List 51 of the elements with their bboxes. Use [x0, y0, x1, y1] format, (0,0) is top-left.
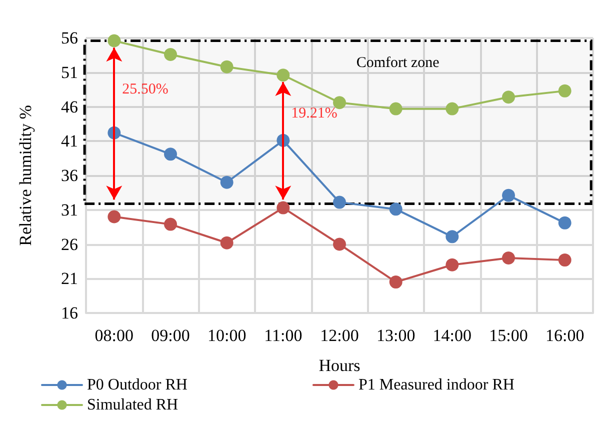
point: [446, 230, 459, 244]
point: [389, 202, 402, 216]
point: [502, 90, 515, 104]
point: [333, 96, 346, 110]
x-tick-label: 08:00: [94, 326, 134, 345]
y-axis-title: Relative humidity %: [16, 105, 35, 246]
point: [333, 238, 346, 251]
y-tick-label: 51: [61, 62, 78, 82]
x-tick-label: 14:00: [432, 326, 472, 345]
point: [164, 48, 177, 61]
y-tick-label: 21: [61, 269, 78, 288]
point: [164, 148, 177, 161]
point: [108, 210, 121, 224]
legend-label: Simulated RH: [87, 396, 179, 414]
x-tick-label: 11:00: [264, 326, 302, 345]
x-tick-label: 09:00: [151, 326, 190, 345]
point: [558, 84, 572, 98]
point: [333, 196, 346, 209]
point: [220, 176, 234, 189]
point: [276, 201, 290, 214]
point: [389, 276, 402, 289]
legend-label: P0 Outdoor RH: [87, 376, 188, 394]
y-tick-label: 56: [61, 28, 78, 48]
legend-label: P1 Measured indoor RH: [358, 376, 515, 394]
point: [502, 188, 515, 202]
annotation: 19.21%: [291, 106, 338, 122]
annotation: 25.50%: [122, 82, 168, 98]
y-tick-label: 46: [61, 97, 78, 116]
point: [446, 102, 459, 116]
y-tick-label: 36: [61, 166, 78, 185]
point: [558, 254, 572, 267]
point: [446, 258, 459, 272]
x-tick-label: 13:00: [376, 326, 416, 345]
point: [502, 252, 515, 264]
band-label: Comfort zone: [356, 55, 440, 71]
x-tick-label: 10:00: [207, 326, 246, 345]
point: [108, 34, 121, 48]
y-tick-label: 16: [61, 304, 78, 322]
x-axis-title: Hours: [318, 356, 360, 375]
point: [220, 60, 234, 74]
y-tick-label: 26: [61, 234, 78, 254]
y-tick-label: 41: [61, 132, 78, 151]
point: [220, 236, 234, 250]
point: [276, 68, 290, 82]
point: [164, 218, 177, 231]
x-tick-label: 12:00: [320, 326, 359, 345]
x-tick-label: 15:00: [489, 326, 528, 345]
point: [389, 102, 402, 116]
y-tick-label: 31: [61, 200, 78, 220]
point: [558, 216, 572, 230]
x-tick-label: 16:00: [545, 326, 584, 345]
